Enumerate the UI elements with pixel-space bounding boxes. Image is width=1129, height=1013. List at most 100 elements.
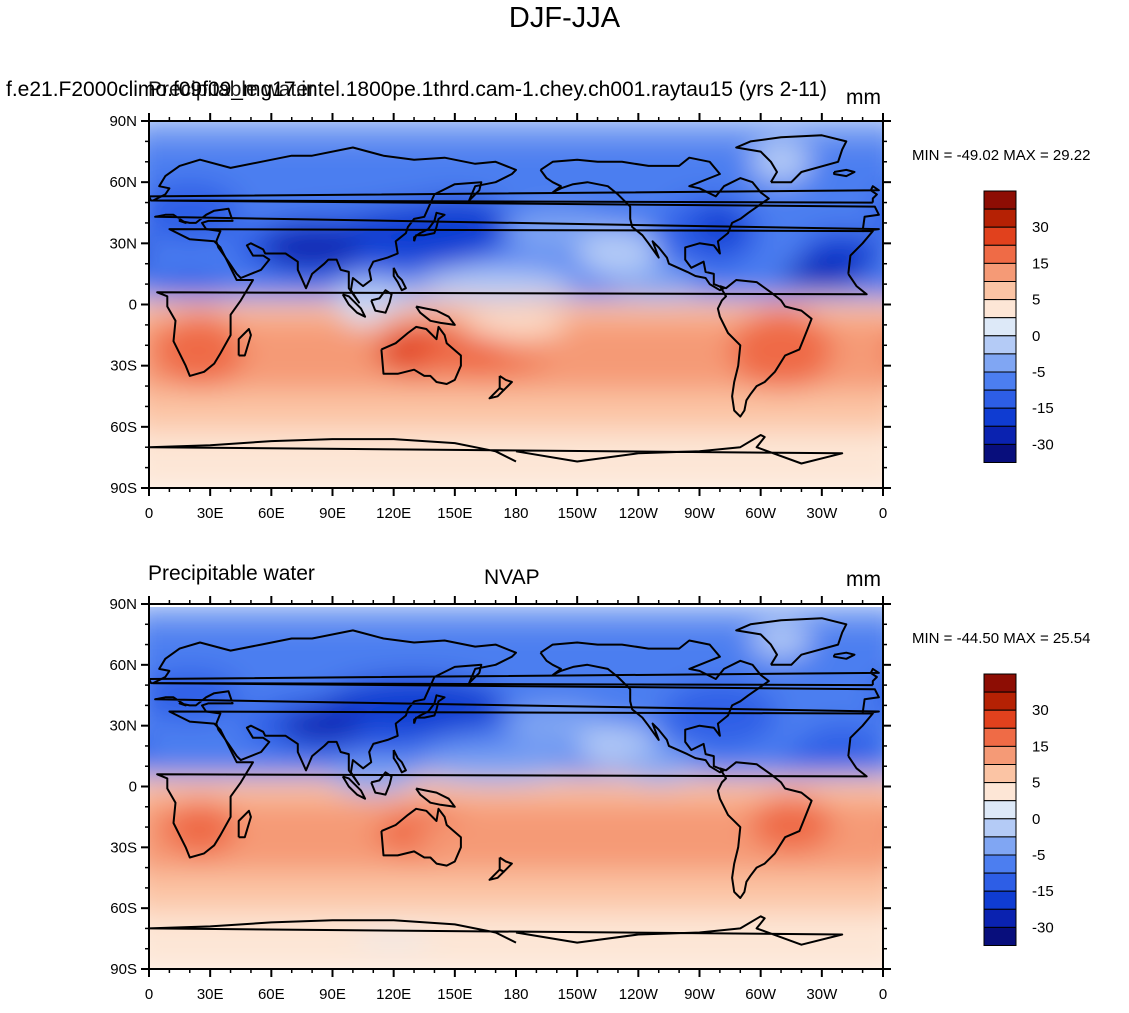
colorbar-box: [983, 764, 1017, 784]
contour-cell: [750, 141, 812, 183]
coastline: [2, 618, 112, 665]
x-tick-label: 150E: [437, 505, 472, 522]
colorbar-box: [983, 908, 1017, 928]
x-tick-label: 150E: [437, 986, 472, 1003]
coastline: [415, 305, 456, 326]
colorbar-box: [983, 244, 1017, 264]
colorbar-box: [983, 407, 1017, 427]
contour-cell: [149, 271, 231, 297]
contour-cell: [230, 318, 394, 352]
x-tick-label: 0: [145, 505, 153, 522]
colorbar-box: [983, 226, 1017, 246]
colorbar-box: [983, 299, 1017, 319]
colorbar-box: [983, 673, 1017, 693]
contour-cell: [889, 313, 979, 386]
coastline: [833, 651, 856, 660]
colorbar-box: [983, 890, 1017, 910]
coastline: [735, 134, 848, 184]
contour-cell: [897, 799, 970, 856]
colorbar-label: -30: [1032, 919, 1054, 936]
coastline: [488, 868, 505, 881]
x-tick-label: 60E: [258, 505, 285, 522]
coastline: [0, 435, 108, 464]
colorbar-box: [983, 854, 1017, 874]
x-tick-label: 30W: [806, 986, 838, 1003]
y-tick-label: 30N: [109, 235, 137, 252]
contour-cell: [872, 194, 883, 232]
coastline: [413, 211, 446, 242]
coastline: [488, 387, 505, 400]
y-tick-label: 90N: [109, 113, 137, 130]
coastline: [341, 293, 367, 318]
colorbar-box: [983, 782, 1017, 802]
contour-cell: [47, 262, 129, 286]
coastline: [156, 228, 874, 377]
panel1-left-title: Precipitable water: [148, 78, 315, 101]
x-tick-label: 150W: [558, 986, 598, 1003]
map-panel-bottom: 0 30E 60E 90E 120E 150E 180 150W 120W 90W 60W 30W 09…: [0, 596, 1129, 1003]
panel1-min-max: MIN = -49.02 MAX = 29.22: [912, 147, 1091, 164]
contour-cell: [516, 806, 680, 848]
colorbar-box: [983, 800, 1017, 820]
contour-cell: [1016, 709, 1098, 741]
contour-cell: [903, 317, 964, 374]
contour-cell: [155, 312, 245, 387]
contour-cell: [577, 229, 659, 278]
y-tick-label: 90S: [110, 961, 137, 978]
colorbar-label: -15: [1032, 400, 1054, 417]
coastline: [716, 279, 813, 418]
contour-cell: [750, 794, 833, 852]
contour-cell: [883, 272, 965, 296]
figure-title: DJF-JJA: [508, 2, 621, 34]
y-tick-label: 90N: [109, 596, 137, 613]
contour-cell: [16, 313, 77, 370]
x-tick-label: 0: [145, 986, 153, 1003]
coastline: [149, 434, 844, 465]
contour-cell: [403, 689, 506, 730]
coastline: [149, 667, 880, 687]
coastlines: [0, 617, 880, 946]
x-tick-label: 90E: [319, 505, 346, 522]
coastline: [380, 807, 462, 867]
contour-cell: [1077, 205, 1129, 262]
coastline: [833, 168, 856, 178]
colorbar-box: [983, 353, 1017, 373]
contour-band: [149, 431, 883, 488]
x-tick-label: 30W: [806, 505, 838, 522]
coastline: [237, 809, 252, 839]
x-tick-label: 90E: [319, 986, 346, 1003]
colorbar-label: 30: [1032, 219, 1049, 236]
contour-cell: [261, 227, 364, 268]
contour-cell: [47, 744, 129, 768]
coastline: [498, 856, 513, 873]
x-tick-label: 180: [503, 986, 528, 1003]
colorbar-label: -5: [1032, 847, 1045, 864]
coastline: [0, 762, 78, 898]
coastline: [415, 787, 456, 808]
contour-cell: [1107, 325, 1129, 374]
contour-cell: [149, 182, 241, 244]
contour-cell: [872, 680, 883, 710]
colorbar-label: 5: [1032, 292, 1040, 309]
contour-cell: [0, 683, 43, 748]
x-tick-label: 180: [503, 505, 528, 522]
y-tick-label: 30S: [110, 839, 137, 856]
contour-cell: [332, 277, 415, 311]
coastline: [380, 325, 462, 385]
coastline: [152, 146, 880, 304]
coastline: [341, 775, 367, 800]
colorbar-box: [983, 425, 1017, 445]
coastline: [156, 710, 874, 859]
coastline: [149, 185, 880, 204]
coastline: [498, 375, 513, 392]
colorbar-label: 30: [1032, 702, 1049, 719]
coastline: [735, 617, 848, 666]
contour-field: [0, 604, 1129, 969]
map-panel-top: 0 30E 60E 90E 120E 150E 180 150W 120W 90W 60W 30W 09…: [0, 113, 1129, 522]
contour-cell: [1087, 935, 1129, 943]
contour-cell: [781, 261, 863, 287]
x-tick-label: 60W: [745, 986, 777, 1003]
x-tick-label: 90W: [684, 986, 716, 1003]
panel1-case-title: f.e21.F2000climo.f09f09_mg17.intel.1800p…: [6, 78, 828, 101]
x-tick-label: 120W: [619, 986, 659, 1003]
